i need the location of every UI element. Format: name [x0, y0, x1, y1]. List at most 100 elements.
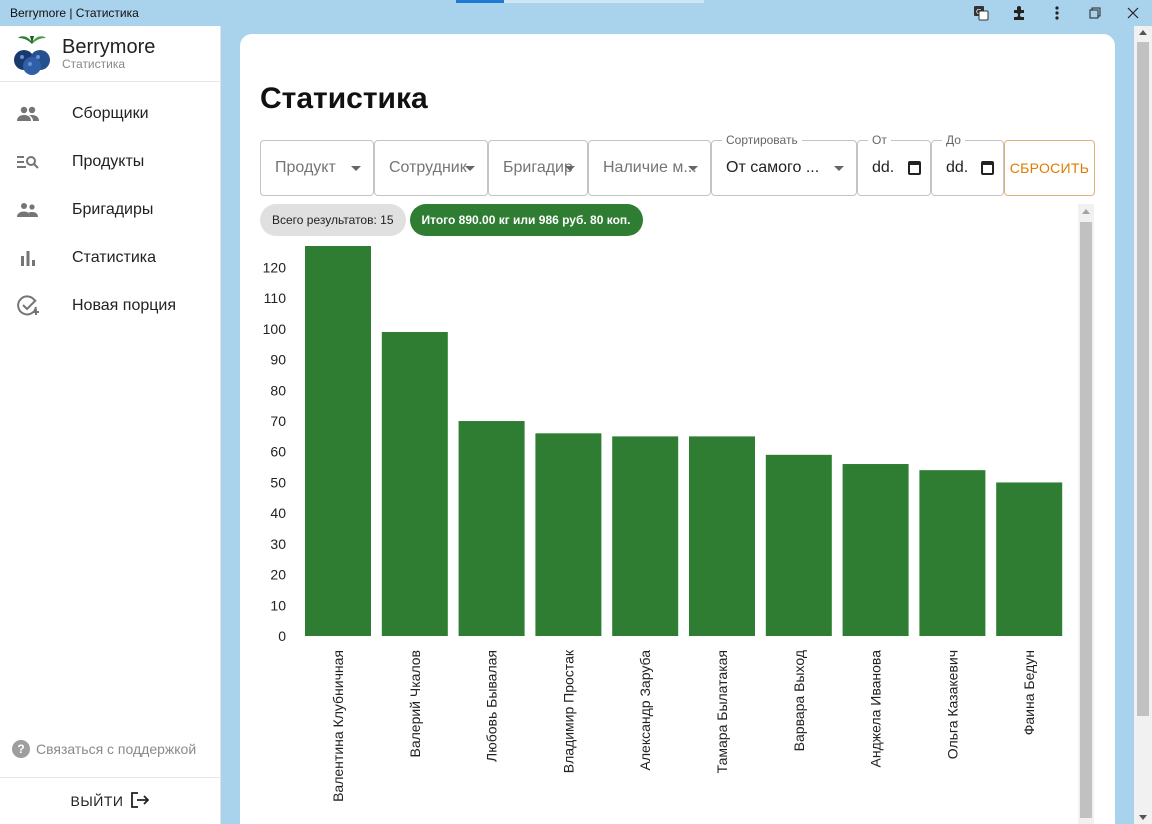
- chart-bar[interactable]: [381, 331, 448, 636]
- sidebar-item-label: Бригадиры: [72, 201, 154, 218]
- chart-bar[interactable]: [458, 421, 525, 636]
- reset-button[interactable]: СБРОСИТЬ: [1004, 140, 1095, 196]
- total-amount-chip: Итого 890.00 кг или 986 руб. 80 коп.: [409, 204, 643, 236]
- chevron-down-icon: [565, 166, 575, 171]
- people-icon: [16, 102, 40, 126]
- chart-bar[interactable]: [612, 436, 679, 636]
- scroll-up-icon[interactable]: [1082, 209, 1090, 214]
- chevron-down-icon: [688, 166, 698, 171]
- sort-select-value: От самого ...: [726, 159, 820, 176]
- support-link[interactable]: ? Связаться с поддержкой: [12, 740, 196, 758]
- content-card: Статистика Продукт Сотрудник Бригадир На…: [240, 34, 1115, 824]
- product-select[interactable]: Продукт: [260, 140, 374, 196]
- y-tick-label: 0: [278, 628, 286, 644]
- brand-subtitle: Статистика: [62, 57, 126, 71]
- chart-area: 0 10 20 30 40 50 60 70 80 90 100 110 120 Валентина Кл…: [260, 204, 1096, 824]
- scroll-up-icon[interactable]: [1139, 30, 1147, 35]
- sidebar-item-new-portion[interactable]: Новая порция: [0, 282, 220, 330]
- date-to-input[interactable]: До dd.: [931, 133, 1004, 196]
- sidebar-nav: Сборщики Продукты Бригадиры Статистика Н…: [0, 90, 220, 330]
- sidebar-item-label: Статистика: [72, 249, 157, 266]
- window-titlebar: Berrymore | Статистика G: [0, 0, 1152, 26]
- brigadier-select-label: Бригадир: [503, 159, 573, 176]
- chart-bar[interactable]: [689, 436, 755, 636]
- date-from-input[interactable]: От dd.: [857, 133, 931, 196]
- y-tick-label: 90: [270, 352, 286, 368]
- sidebar-item-pickers[interactable]: Сборщики: [0, 90, 220, 138]
- y-tick-label: 80: [270, 382, 286, 398]
- calendar-icon[interactable]: [908, 161, 921, 175]
- x-tick-label: Александр Заруба: [637, 650, 653, 771]
- page-title: Статистика: [260, 82, 428, 115]
- date-from-label: От: [868, 133, 891, 147]
- chart-bar[interactable]: [765, 454, 832, 636]
- chart-scrollbar[interactable]: [1078, 204, 1094, 824]
- scrollbar-thumb[interactable]: [1137, 42, 1149, 716]
- x-tick-label: Валентина Клубничная: [330, 650, 346, 802]
- chevron-down-icon: [465, 166, 475, 171]
- date-to-label: До: [942, 133, 965, 147]
- date-to-value: dd.: [946, 159, 969, 176]
- y-tick-label: 30: [270, 536, 286, 552]
- x-tick-label: Анджела Иванова: [868, 650, 884, 768]
- sidebar-item-label: Новая порция: [72, 297, 177, 314]
- sidebar-item-brigadiers[interactable]: Бригадиры: [0, 186, 220, 234]
- employee-select-label: Сотрудник: [389, 159, 467, 176]
- sidebar-item-statistics[interactable]: Статистика: [0, 234, 220, 282]
- chart-bar[interactable]: [996, 482, 1063, 636]
- logout-icon: [131, 791, 150, 811]
- sidebar: Berrymore Статистика Сборщики Продукты Б…: [0, 26, 221, 824]
- extensions-icon[interactable]: [1000, 0, 1038, 26]
- sort-select[interactable]: Сортировать От самого ...: [711, 133, 857, 196]
- close-icon[interactable]: [1114, 0, 1152, 26]
- y-tick-label: 10: [270, 597, 286, 613]
- x-tick-label: Валерий Чкалов: [407, 650, 423, 758]
- y-tick-label: 60: [270, 444, 286, 460]
- y-tick-label: 120: [263, 259, 287, 275]
- total-results-chip: Всего результатов: 15: [260, 204, 406, 236]
- product-select-label: Продукт: [275, 159, 336, 176]
- y-tick-label: 70: [270, 413, 286, 429]
- help-icon: ?: [12, 740, 30, 758]
- calendar-icon[interactable]: [981, 161, 994, 175]
- brand-name: Berrymore: [62, 36, 156, 58]
- employee-select[interactable]: Сотрудник: [374, 140, 488, 196]
- availability-select[interactable]: Наличие м...: [588, 140, 711, 196]
- window-scrollbar[interactable]: [1134, 26, 1152, 824]
- scrollbar-thumb[interactable]: [1080, 222, 1092, 818]
- x-tick-label: Тамара Былатакая: [714, 650, 730, 773]
- chart-bar[interactable]: [305, 246, 371, 636]
- brand[interactable]: Berrymore Статистика: [0, 26, 220, 82]
- date-from-value: dd.: [872, 159, 895, 176]
- logout-button[interactable]: ВЫЙТИ: [70, 791, 150, 811]
- chart-bar[interactable]: [842, 464, 909, 636]
- logout-area: ВЫЙТИ: [0, 777, 220, 824]
- chart-bar[interactable]: [535, 433, 602, 636]
- tab-indicator-light: [504, 0, 704, 3]
- tab-indicator: [456, 0, 504, 3]
- translate-icon[interactable]: G: [962, 0, 1000, 26]
- sidebar-item-products[interactable]: Продукты: [0, 138, 220, 186]
- y-tick-label: 40: [270, 505, 286, 521]
- y-tick-label: 20: [270, 567, 286, 583]
- bar-chart: 0 10 20 30 40 50 60 70 80 90 100 110 120 Валентина Кл…: [263, 246, 1063, 802]
- window-title: Berrymore | Статистика: [10, 6, 139, 20]
- y-tick-label: 110: [264, 290, 287, 306]
- bar-chart-icon: [16, 246, 40, 270]
- chevron-down-icon: [351, 166, 361, 171]
- logout-label: ВЫЙТИ: [70, 793, 124, 809]
- sidebar-item-label: Сборщики: [72, 105, 149, 122]
- x-tick-label: Ольга Казакевич: [944, 650, 960, 759]
- availability-select-label: Наличие м...: [603, 159, 697, 176]
- more-vert-icon[interactable]: [1038, 0, 1076, 26]
- x-tick-label: Владимир Простак: [560, 649, 576, 773]
- list-search-icon: [16, 150, 40, 174]
- blueberry-logo-icon: [12, 32, 52, 76]
- brigadier-select[interactable]: Бригадир: [488, 140, 588, 196]
- restore-icon[interactable]: [1076, 0, 1114, 26]
- scroll-down-icon[interactable]: [1139, 815, 1147, 820]
- sort-select-label: Сортировать: [722, 133, 802, 147]
- x-tick-label: Фаина Бедун: [1021, 650, 1037, 735]
- chart-bar[interactable]: [919, 470, 986, 636]
- supervisors-icon: [16, 198, 40, 222]
